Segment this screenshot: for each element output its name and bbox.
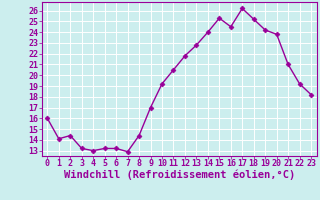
X-axis label: Windchill (Refroidissement éolien,°C): Windchill (Refroidissement éolien,°C) (64, 170, 295, 180)
